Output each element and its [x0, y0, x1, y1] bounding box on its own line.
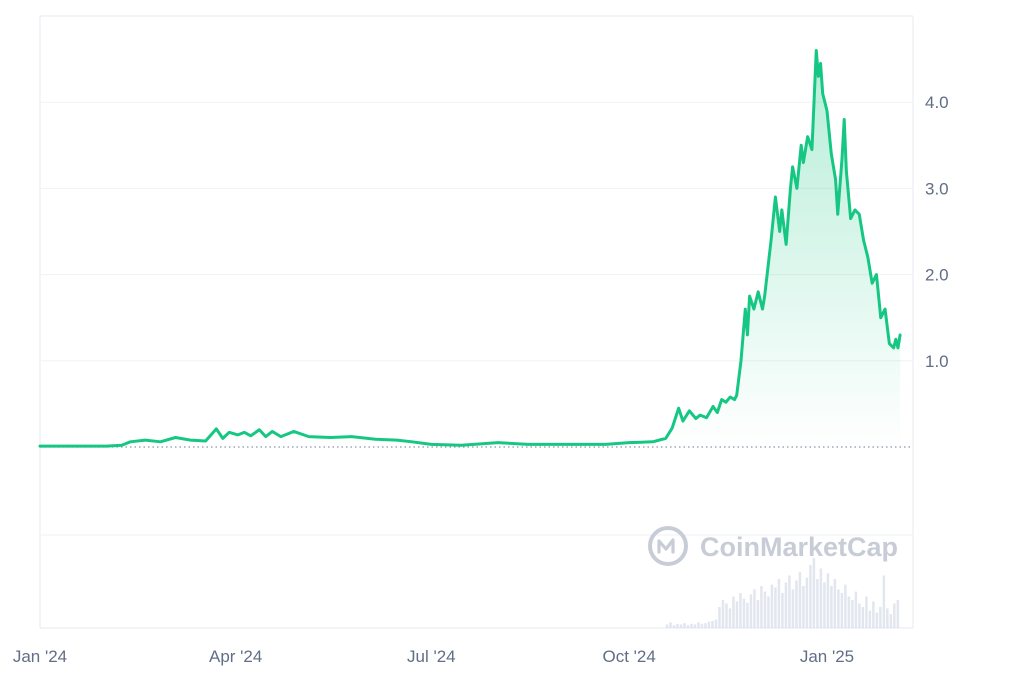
- x-tick-label: Jan '24: [13, 647, 67, 666]
- volume-bar: [882, 575, 886, 628]
- volume-bar: [753, 589, 756, 628]
- volume-bar: [858, 603, 861, 628]
- volume-bar: [774, 587, 777, 628]
- volume-bar: [886, 608, 889, 628]
- volume-bar: [795, 580, 798, 628]
- volume-bar: [879, 607, 882, 628]
- volume-bar: [833, 579, 837, 628]
- volume-bar: [735, 601, 739, 628]
- volume-bar: [781, 593, 784, 628]
- y-tick-label: 4.0: [925, 93, 949, 112]
- x-axis: Jan '24 Apr '24 Jul '24 Oct '24 Jan '25: [13, 647, 854, 666]
- volume-bars: [665, 558, 900, 628]
- volume-bar: [728, 608, 732, 628]
- watermark-text: CoinMarketCap: [700, 532, 898, 562]
- volume-bar: [683, 623, 686, 628]
- coinmarketcap-logo-icon: [648, 526, 688, 566]
- volume-bar: [763, 591, 767, 628]
- volume-bar: [896, 600, 900, 628]
- volume-bar: [851, 600, 854, 628]
- volume-bar: [746, 602, 749, 628]
- volume-bar: [798, 572, 802, 628]
- volume-bar: [784, 582, 788, 628]
- volume-bar: [732, 596, 735, 628]
- y-tick-label: 3.0: [925, 179, 949, 198]
- volume-bar: [669, 622, 672, 628]
- volume-bar: [767, 596, 770, 628]
- volume-bar: [809, 565, 812, 628]
- volume-bar: [711, 621, 714, 628]
- volume-bar: [725, 603, 728, 628]
- volume-bar: [672, 625, 676, 628]
- volume-bar: [875, 612, 879, 628]
- volume-bar: [714, 619, 718, 628]
- volume-bar: [865, 596, 868, 628]
- volume-bar: [760, 586, 763, 628]
- volume-bar: [889, 614, 893, 628]
- volume-bar: [816, 579, 819, 628]
- volume-bar: [791, 589, 795, 628]
- volume-bar: [830, 586, 833, 628]
- volume-bar: [665, 624, 669, 628]
- volume-bar: [812, 558, 816, 628]
- volume-bar: [679, 624, 683, 628]
- volume-bar: [676, 623, 679, 628]
- volume-bar: [819, 568, 823, 628]
- volume-bar: [690, 623, 693, 628]
- volume-bar: [826, 573, 830, 628]
- price-area-fill: [40, 50, 901, 447]
- price-area: [40, 50, 901, 447]
- volume-bar: [805, 577, 809, 628]
- volume-bar: [721, 600, 725, 628]
- volume-bar: [739, 593, 742, 628]
- x-tick-label: Apr '24: [209, 647, 262, 666]
- volume-bar: [840, 593, 844, 628]
- y-tick-label: 1.0: [925, 352, 949, 371]
- volume-bar: [802, 586, 805, 628]
- volume-bar: [742, 598, 746, 628]
- x-tick-label: Jul '24: [407, 647, 456, 666]
- volume-bar: [844, 584, 847, 628]
- volume-bar: [854, 591, 858, 628]
- volume-bar: [693, 624, 697, 628]
- volume-bar: [707, 621, 711, 628]
- volume-bar: [756, 600, 760, 628]
- volume-bar: [893, 603, 896, 628]
- volume-bar: [697, 622, 700, 628]
- volume-bar: [788, 575, 791, 628]
- volume-bar: [700, 623, 704, 628]
- volume-bar: [868, 610, 872, 628]
- y-tick-label: 2.0: [925, 266, 949, 285]
- x-tick-label: Jan '25: [800, 647, 854, 666]
- volume-bar: [686, 625, 690, 628]
- x-tick-label: Oct '24: [603, 647, 656, 666]
- price-line[interactable]: [38, 48, 902, 448]
- watermark: CoinMarketCap: [648, 526, 898, 566]
- volume-bar: [777, 579, 781, 628]
- volume-bar: [823, 582, 826, 628]
- volume-bar: [847, 596, 851, 628]
- volume-bar: [861, 607, 865, 628]
- volume-bar: [837, 589, 840, 628]
- volume-bar: [872, 601, 875, 628]
- price-line-path[interactable]: [38, 48, 902, 448]
- volume-bar: [770, 584, 774, 628]
- volume-bar: [704, 623, 707, 628]
- volume-bar: [718, 607, 721, 628]
- y-axis: 1.0 2.0 3.0 4.0: [925, 93, 949, 371]
- volume-bar: [749, 594, 753, 628]
